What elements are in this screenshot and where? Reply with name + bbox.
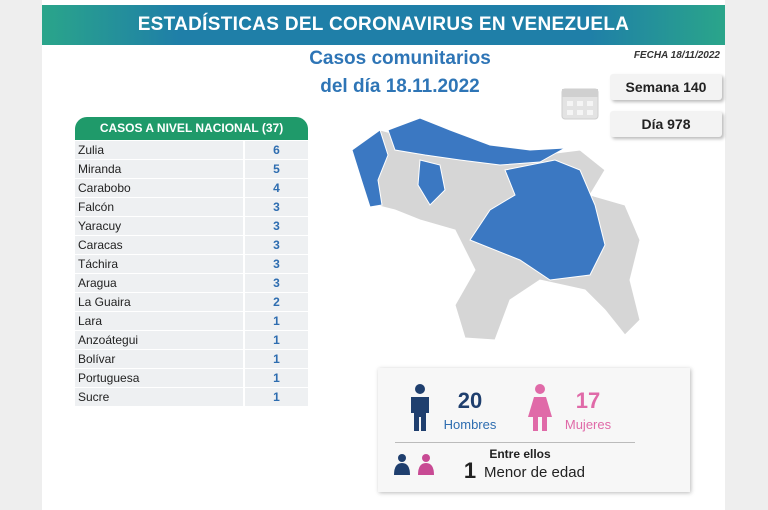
case-count: 5 [245,160,308,178]
case-count: 3 [245,217,308,235]
state-name: Sucre [75,388,243,406]
table-row: Portuguesa 1 [75,369,308,387]
day-box: Día 978 [610,111,722,137]
case-count: 1 [245,350,308,368]
case-count: 1 [245,388,308,406]
table-title: CASOS A NIVEL NACIONAL [99,121,259,135]
state-name: Lara [75,312,243,330]
case-count: 3 [245,198,308,216]
case-count: 1 [245,369,308,387]
table-total: (37) [261,121,284,135]
state-name: Carabobo [75,179,243,197]
state-name: La Guaira [75,293,243,311]
state-name: Bolívar [75,350,243,368]
case-count: 3 [245,274,308,292]
subtitle: del día 18.11.2022 [320,76,480,97]
state-name: Zulia [75,141,243,159]
minors-label: Menor de edad [484,464,585,481]
week-box: Semana 140 [610,74,722,100]
state-name: Caracas [75,236,243,254]
banner-title: ESTADÍSTICAS DEL CORONAVIRUS EN VENEZUEL… [137,14,630,35]
subtitle: Casos comunitarios [309,48,491,69]
case-count: 4 [245,179,308,197]
calendar-icon [561,88,599,120]
table-row: Aragua 3 [75,274,308,292]
minors-intro: Entre ellos [489,447,551,461]
state-name: Miranda [75,160,243,178]
table-row: Caracas 3 [75,236,308,254]
table-row: Anzoátegui 1 [75,331,308,349]
table-row: Táchira 3 [75,255,308,273]
men-label: Hombres [443,417,497,432]
case-count: 1 [245,312,308,330]
case-count: 6 [245,141,308,159]
state-name: Aragua [75,274,243,292]
state-name: Yaracuy [75,217,243,235]
case-count: 1 [245,331,308,349]
minors-icon [394,454,434,475]
state-name: Anzoátegui [75,331,243,349]
table-row: Yaracuy 3 [75,217,308,235]
case-count: 2 [245,293,308,311]
men-count: 20 [457,388,483,413]
banner [42,5,725,45]
state-name: Portuguesa [75,369,243,387]
table-header: CASOS A NIVEL NACIONAL (37) [75,117,308,140]
women-count: 17 [575,388,601,413]
map [351,117,641,341]
state-name: Falcón [75,198,243,216]
table-row: Sucre 1 [75,388,308,406]
male-icon [411,384,429,431]
divider [395,442,635,443]
state-name: Táchira [75,255,243,273]
case-count: 3 [245,236,308,254]
case-count: 3 [245,255,308,273]
table-row: Falcón 3 [75,198,308,216]
table-row: Bolívar 1 [75,350,308,368]
female-icon [528,384,552,431]
table-row: Miranda 5 [75,160,308,178]
date: FECHA 18/11/2022 [633,50,720,61]
table-row: Lara 1 [75,312,308,330]
table-row: La Guaira 2 [75,293,308,311]
minors-count: 1 [463,458,477,483]
table-row: Carabobo 4 [75,179,308,197]
women-label: Mujeres [564,417,612,432]
table-row: Zulia 6 [75,141,308,159]
